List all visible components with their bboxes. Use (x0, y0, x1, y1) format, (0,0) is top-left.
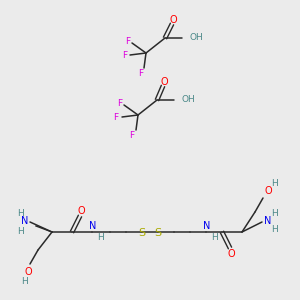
Text: O: O (227, 249, 235, 259)
Text: H: H (16, 226, 23, 236)
Text: H: H (212, 232, 218, 242)
Text: H: H (98, 232, 104, 242)
Text: F: F (129, 131, 135, 140)
Text: H: H (21, 277, 27, 286)
Text: H: H (271, 208, 278, 217)
Text: N: N (21, 216, 29, 226)
Text: F: F (117, 98, 123, 107)
Text: F: F (122, 50, 128, 59)
Text: N: N (264, 216, 272, 226)
Text: S: S (154, 228, 162, 238)
Text: O: O (77, 206, 85, 216)
Text: OH: OH (181, 95, 195, 104)
Text: F: F (125, 37, 130, 46)
Text: O: O (24, 267, 32, 277)
Text: O: O (160, 77, 168, 87)
Text: OH: OH (189, 34, 203, 43)
Text: N: N (89, 221, 97, 231)
Text: F: F (138, 70, 144, 79)
Text: O: O (264, 186, 272, 196)
Text: N: N (203, 221, 211, 231)
Text: O: O (169, 15, 177, 25)
Text: F: F (113, 112, 119, 122)
Text: H: H (16, 208, 23, 217)
Text: S: S (138, 228, 146, 238)
Text: H: H (271, 226, 278, 235)
Text: H: H (271, 178, 278, 188)
